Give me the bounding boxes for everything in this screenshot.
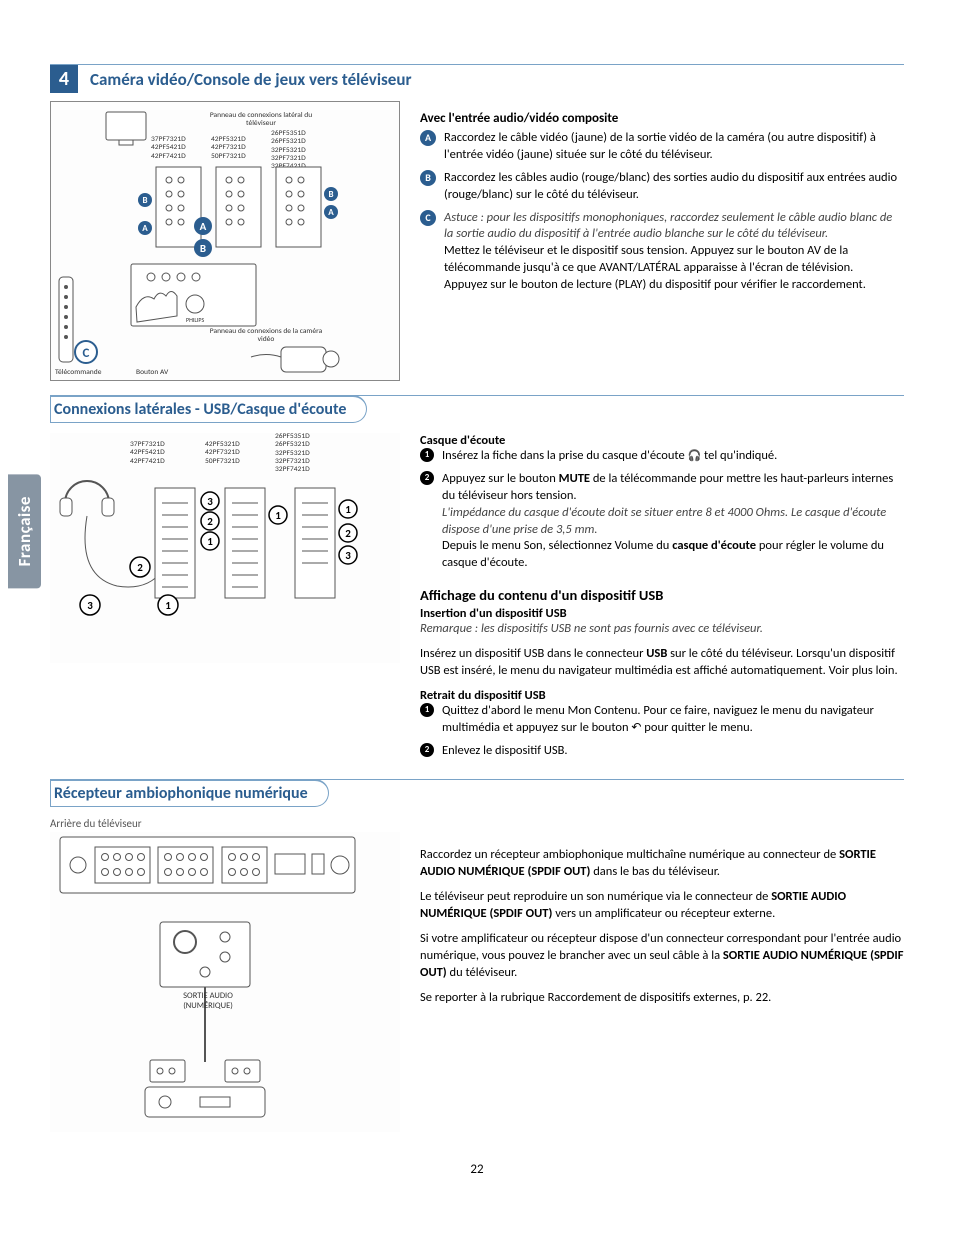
svg-text:2: 2	[207, 515, 213, 528]
surround-p3: Si votre amplificateur ou récepteur disp…	[420, 931, 904, 982]
svg-text:B: B	[328, 189, 333, 200]
usb-insert-text: Insérez un dispositif USB dans le connec…	[420, 646, 904, 680]
headphone-title: Casque d'écoute	[420, 433, 904, 448]
language-tab: Française	[8, 474, 41, 588]
hp-step1-bullet: 1	[420, 448, 434, 462]
diagram-surround: SORTIE AUDIO (NUMÉRIQUE)	[50, 832, 400, 1132]
step-c-text: Astuce : pour les dispositifs monophoniq…	[444, 210, 904, 294]
diagram-usb: 37PF7321D 42PF5421D 42PF7421D 42PF5321D …	[50, 433, 400, 663]
svg-text:3: 3	[87, 599, 93, 612]
headphone-icon	[688, 448, 702, 463]
hp-step2-text: Appuyez sur le bouton MUTE de la télécom…	[442, 471, 904, 572]
composite-title: Avec l'entrée audio/vidéo composite	[420, 111, 904, 126]
back-icon	[631, 720, 641, 735]
back-tv-label: Arrière du téléviseur	[50, 817, 400, 830]
svg-text:B: B	[200, 242, 206, 255]
usb-r1-bullet: 1	[420, 703, 434, 717]
section-surround: Récepteur ambiophonique numérique Arrièr…	[50, 779, 904, 1132]
section-usb-headphone: Connexions latérales - USB/Casque d'écou…	[50, 395, 904, 765]
usb-r1-text: Quittez d'abord le menu Mon Contenu. Pou…	[442, 703, 904, 737]
svg-text:2: 2	[137, 561, 143, 574]
surround-p4: Se reporter à la rubrique Raccordement d…	[420, 990, 904, 1007]
svg-text:PHILIPS: PHILIPS	[186, 316, 204, 324]
svg-text:B: B	[142, 195, 147, 206]
svg-text:1: 1	[275, 509, 281, 522]
section2-title: Connexions latérales - USB/Casque d'écou…	[50, 395, 367, 423]
hp-step2-bullet: 2	[420, 471, 434, 485]
svg-text:1: 1	[165, 599, 171, 612]
usb-r2-bullet: 2	[420, 743, 434, 757]
usb-note: Remarque : les dispositifs USB ne sont p…	[420, 621, 904, 638]
step-a-text: Raccordez le câble vidéo (jaune) de la s…	[444, 130, 904, 164]
svg-text:1: 1	[207, 535, 213, 548]
step-a-bullet: A	[420, 130, 436, 146]
step-c-bullet: C	[420, 210, 436, 226]
svg-text:A: A	[328, 207, 334, 218]
surround-p1: Raccordez un récepteur ambiophonique mul…	[420, 847, 904, 881]
surround-p2: Le téléviseur peut reproduire un son num…	[420, 889, 904, 923]
svg-text:3: 3	[345, 549, 351, 562]
step-b-bullet: B	[420, 170, 436, 186]
step-b-text: Raccordez les câbles audio (rouge/blanc)…	[444, 170, 904, 204]
usb-remove-heading: Retrait du dispositif USB	[420, 688, 904, 703]
svg-text:C: C	[83, 346, 90, 361]
section-number: 4	[50, 65, 78, 93]
svg-text:A: A	[200, 220, 207, 233]
section3-title: Récepteur ambiophonique numérique	[50, 779, 329, 807]
section-title: Caméra vidéo/Console de jeux vers télévi…	[90, 69, 412, 90]
hp-step1-text: Insérez la fiche dans la prise du casque…	[442, 448, 904, 465]
svg-text:2: 2	[345, 527, 351, 540]
usb-insert-heading: Insertion d'un dispositif USB	[420, 606, 904, 621]
usb-heading: Affichage du contenu d'un dispositif USB	[420, 586, 904, 604]
diagram-camera: Panneau de connexions latéral du télévis…	[50, 101, 400, 381]
section-video-camera: 4 Caméra vidéo/Console de jeux vers télé…	[50, 64, 904, 381]
page-number: 22	[50, 1162, 904, 1177]
svg-text:1: 1	[345, 503, 351, 516]
svg-text:3: 3	[207, 495, 213, 508]
svg-text:A: A	[142, 223, 148, 234]
usb-r2-text: Enlevez le dispositif USB.	[442, 743, 904, 760]
